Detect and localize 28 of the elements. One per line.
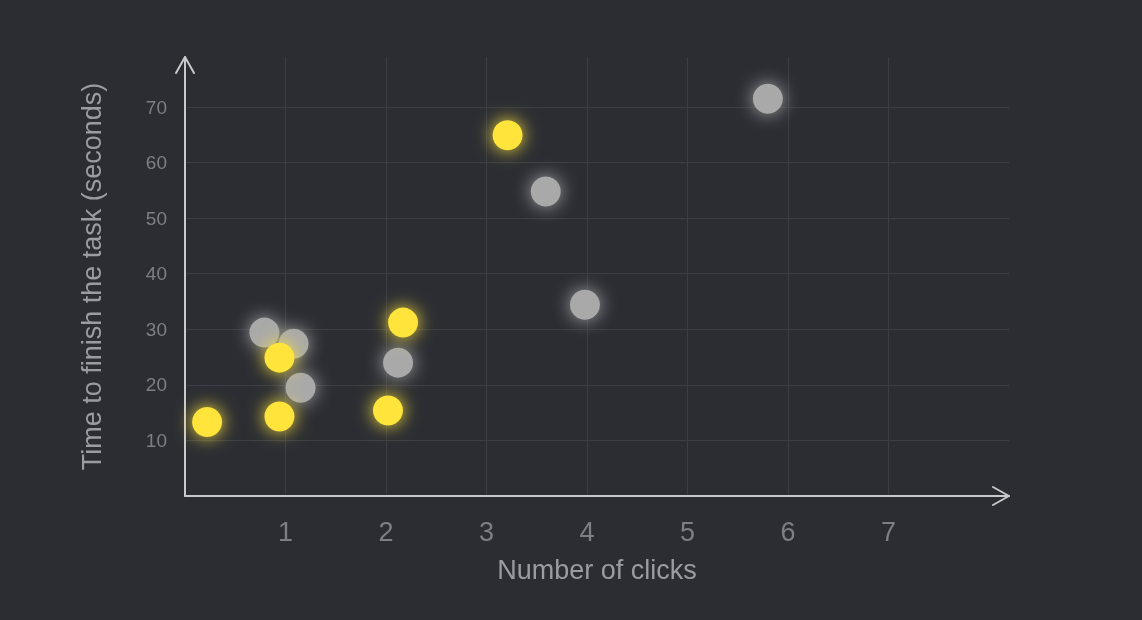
x-tick-label: 4: [579, 516, 595, 547]
y-tick-label: 70: [145, 96, 167, 118]
point: [264, 342, 295, 373]
y-tick-label: 60: [145, 152, 167, 174]
y-tick-label: 20: [145, 374, 167, 396]
point: [373, 395, 403, 426]
y-tick-label: 40: [145, 263, 167, 285]
point: [752, 83, 783, 114]
point: [192, 407, 223, 438]
y-tick-label: 30: [145, 318, 167, 340]
point: [249, 317, 280, 348]
point: [383, 347, 414, 378]
x-tick-label: 7: [880, 516, 896, 547]
x-tick-label: 1: [277, 516, 293, 547]
y-tick-label: 10: [145, 429, 167, 451]
point: [264, 401, 295, 432]
x-tick-label: 3: [478, 516, 494, 547]
x-tick-label: 6: [780, 516, 796, 547]
y-axis-title: Time to finish the task (seconds): [76, 82, 107, 471]
x-tick-label: 5: [679, 516, 695, 547]
x-tick-label: 2: [378, 516, 394, 547]
point: [388, 307, 419, 338]
point: [285, 372, 316, 403]
point: [530, 176, 561, 207]
x-axis-title: Number of clicks: [497, 554, 697, 585]
y-tick-label: 50: [145, 207, 167, 229]
point: [492, 120, 523, 151]
point: [569, 289, 600, 320]
